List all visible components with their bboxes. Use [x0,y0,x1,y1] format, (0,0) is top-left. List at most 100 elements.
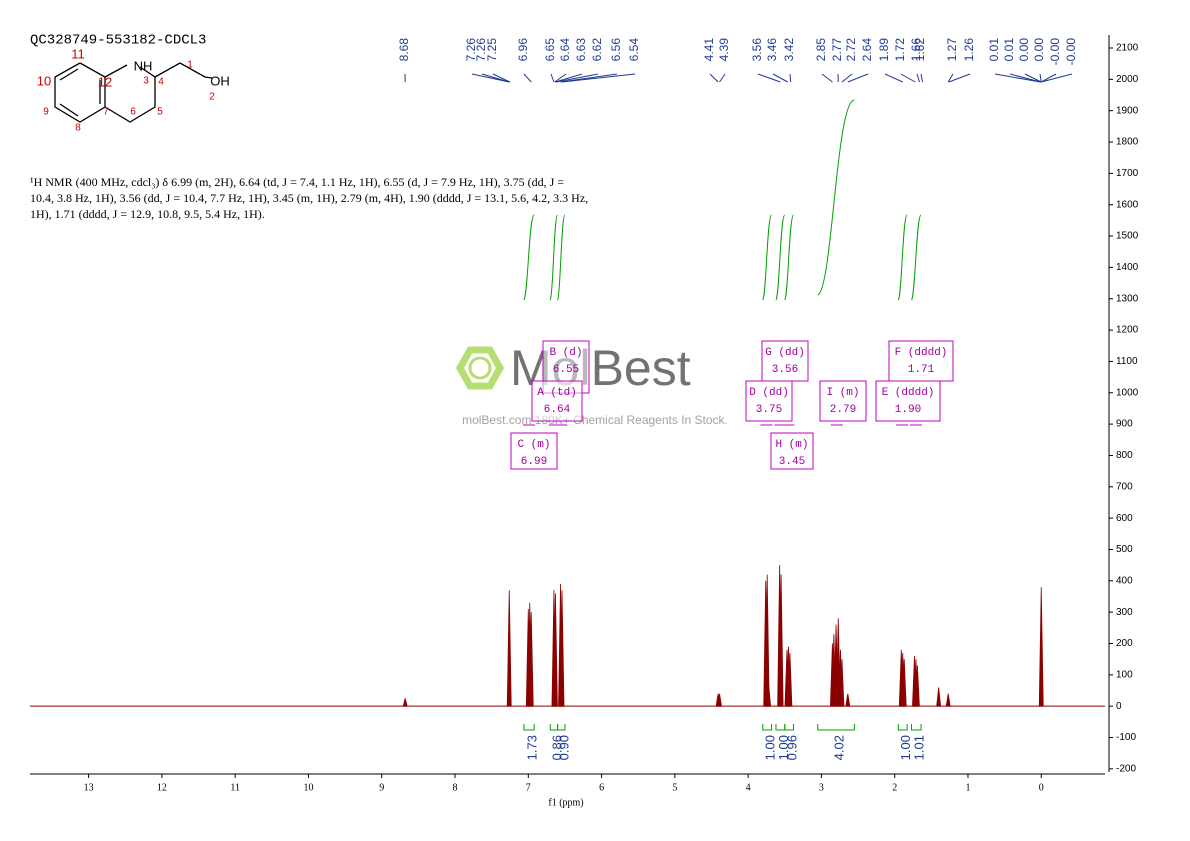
peak [528,612,534,707]
peak [402,698,408,707]
x-tick-label: 5 [672,782,677,793]
peak-label-connector [900,73,916,83]
peak-label: 1.66 [909,38,923,62]
peak-label: 6.64 [558,38,572,62]
peak-label-connector [821,73,833,83]
peak-label-connector [884,73,903,83]
peak [945,693,951,707]
y-tick-label: 1600 [1116,199,1139,210]
peak-label-connector [709,73,719,83]
peak [559,590,565,707]
multiplet-shift: 6.99 [521,456,547,468]
watermark-note: molBest.com 180K+ Chemical Reagents In S… [462,413,728,427]
integral-curve [557,214,566,301]
peak-label-connector [523,73,532,83]
x-tick-label: 0 [1039,782,1044,793]
integral-bracket [549,724,559,731]
atom-label: 12 [98,74,112,89]
y-tick-label: 1800 [1116,137,1139,148]
multiplet-name: H (m) [775,439,808,451]
integral-label: 1.00 [898,735,913,760]
peak-label-connector [772,73,788,83]
y-tick-label: 900 [1116,419,1133,430]
multiplet-box [875,380,941,422]
peak-label: 6.65 [543,38,557,62]
peak-label: 7.26 [464,38,478,62]
multiplet-shift: 3.45 [779,456,805,468]
peak-label-connector [1009,73,1041,83]
atom-label: 9 [43,107,49,118]
y-tick-label: 400 [1116,575,1133,586]
chart-title: QC328749-553182-CDCL3 [30,33,206,49]
peak-label: -0.00 [1064,38,1078,66]
y-tick-label: 1100 [1116,356,1138,367]
multiplet-shift: 1.71 [908,364,935,376]
multiplet-name: I (m) [826,387,859,399]
multiplet-shift: 6.64 [544,404,571,416]
peak [787,652,793,707]
multiplet-box [510,432,558,470]
multiplet-shift: 3.56 [772,364,798,376]
x-tick-label: 2 [892,782,897,793]
multiplet-name: F (dddd) [895,347,948,359]
peak-label-connector [1039,73,1042,83]
atom-label: 2 [209,92,215,103]
atom-label: 4 [158,77,164,88]
multiplet-box [745,380,793,422]
peak-label-connector [994,73,1041,83]
peak-label: 1.62 [913,38,927,62]
atom-label: OH [210,73,230,88]
peak-label-connector [948,73,971,83]
peak-label: 4.41 [702,38,716,62]
peak-label-connector [481,73,510,83]
x-tick-label: 13 [84,782,94,793]
x-tick-label: 9 [379,782,384,793]
y-tick-label: 1300 [1116,293,1139,304]
multiplet-name: C (m) [517,439,550,451]
peak-label: 7.25 [485,38,499,62]
peak-label: 3.46 [765,38,779,62]
multiplet-name: D (dd) [749,387,789,399]
peak-label: 1.27 [945,38,959,62]
peak-label: 4.39 [717,38,731,62]
x-tick-label: 12 [157,782,167,793]
atom-label: 7 [103,107,109,118]
peak-label: -0.00 [1048,38,1062,66]
structure-labels: 11 NH 3 1 10 12 4 OH 2 9 7 5 8 6 [37,46,230,133]
y-tick-label: 600 [1116,513,1133,524]
peak-label: 2.64 [860,38,874,62]
atom-label: 10 [37,73,51,88]
peak-label: 6.63 [574,38,588,62]
peak-label: 1.89 [877,38,891,62]
peak [901,659,907,707]
integral-bracket [775,724,786,731]
peak-label: 2.85 [814,38,828,62]
integral-label: 0.96 [785,735,800,760]
structure [54,62,213,123]
peak-label: 1.72 [893,38,907,62]
atom-label: 3 [143,76,149,87]
peak-label: 6.56 [609,38,623,62]
multiplet-shift: 6.55 [553,364,579,376]
peak-label: 3.56 [750,38,764,62]
multiplet-shift: 2.79 [830,404,856,416]
multiplet-name: G (dd) [765,347,805,359]
x-tick-label: 4 [746,782,751,793]
integral-curve [911,214,922,301]
y-tick-label: -100 [1116,732,1136,743]
integral-label: 1.73 [524,735,539,760]
atom-label: 5 [157,107,163,118]
peak-label-connector [1041,73,1057,83]
multiplet-shift: 3.75 [756,404,782,416]
peak [778,574,784,707]
peak-label: 0.01 [987,38,1001,62]
peak-label-connector [789,73,792,83]
peak-label: 6.62 [590,38,604,62]
peak-label-connector [1024,73,1042,83]
multiplet-name: A (td) [537,387,577,399]
x-tick-label: 10 [303,782,313,793]
x-axis-label: f1 (ppm) [548,797,583,808]
integral-curve [897,214,908,301]
